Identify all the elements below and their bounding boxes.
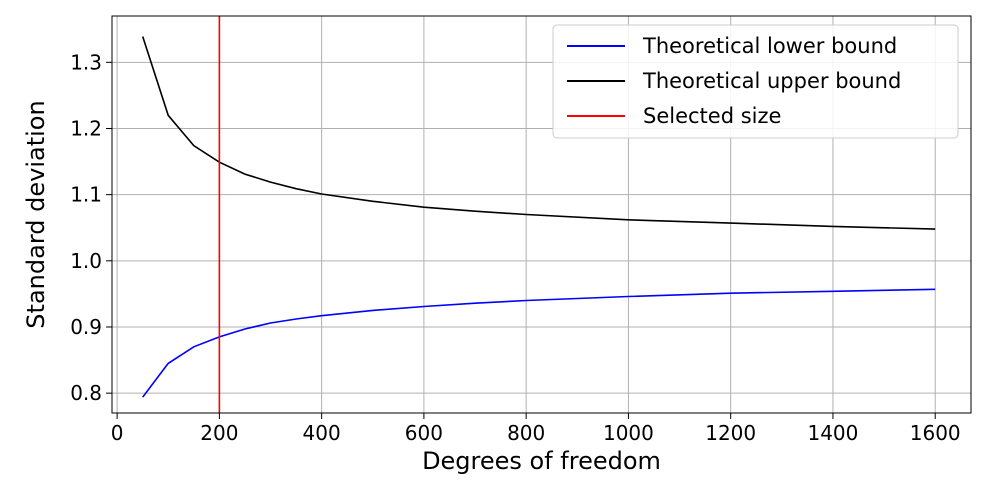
series-layer: [141, 16, 936, 413]
y-tick-label: 1.1: [70, 183, 102, 207]
y-tick-label: 1.2: [70, 116, 102, 140]
legend-label-lower-bound: Theoretical lower bound: [642, 34, 897, 58]
x-axis-label: Degrees of freedom: [422, 447, 661, 475]
x-tick-label: 800: [507, 421, 545, 445]
x-tick-label: 200: [200, 421, 238, 445]
y-axis-label: Standard deviation: [22, 100, 50, 328]
x-tick-label: 1400: [807, 421, 858, 445]
legend: Theoretical lower bound Theoretical uppe…: [552, 24, 959, 139]
y-axis: 0.8 0.9 1.0 1.1 1.2 1.3: [70, 50, 112, 405]
y-tick-label: 1.0: [70, 249, 102, 273]
x-tick-label: 400: [303, 421, 341, 445]
lower-bound-line: [142, 288, 936, 398]
y-tick-label: 0.8: [70, 381, 102, 405]
legend-box: [552, 24, 959, 139]
x-tick-label: 600: [405, 421, 443, 445]
legend-label-selected-size: Selected size: [643, 104, 781, 128]
x-tick-label: 1600: [910, 421, 961, 445]
upper-bound-line: [141, 36, 936, 230]
y-tick-label: 1.3: [70, 50, 102, 74]
x-axis: 0 200 400 600 800 1000 1200 1400 1600: [111, 413, 961, 445]
legend-label-upper-bound: Theoretical upper bound: [642, 69, 901, 93]
plot-frame: [111, 15, 972, 414]
x-tick-label: 1200: [705, 421, 756, 445]
y-tick-label: 0.9: [70, 315, 102, 339]
x-tick-label: 0: [111, 421, 124, 445]
x-tick-label: 1000: [603, 421, 654, 445]
